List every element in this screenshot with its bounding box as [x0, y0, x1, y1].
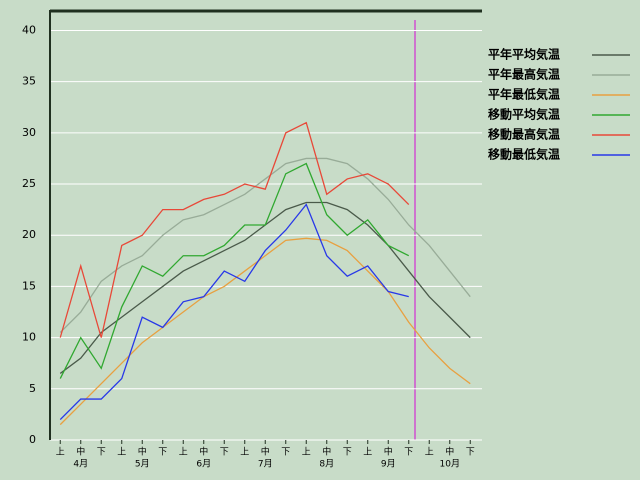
x-tick-label: 中 [138, 446, 147, 458]
legend-label: 平年最高気温 [488, 67, 560, 82]
x-tick-label: 下 [466, 448, 475, 458]
x-tick-label: 中 [322, 446, 331, 458]
x-tick-label: 中 [384, 446, 393, 458]
x-tick-label: 中 [445, 446, 454, 458]
x-tick-label: 下 [220, 448, 229, 458]
y-tick-label: 0 [29, 433, 36, 446]
legend-label: 平年平均気温 [488, 47, 560, 62]
legend-label: 移動最低気温 [488, 147, 560, 162]
y-tick-label: 25 [22, 177, 36, 190]
month-label: 8月 [319, 459, 334, 470]
series-line [59, 203, 409, 420]
x-tick-label: 中 [76, 446, 85, 458]
month-label: 6月 [196, 459, 211, 470]
month-label: 5月 [135, 459, 150, 470]
x-tick-label: 上 [56, 447, 65, 458]
x-tick-label: 下 [97, 448, 106, 458]
series-line [59, 201, 471, 374]
month-label: 7月 [258, 459, 273, 470]
y-tick-label: 20 [22, 228, 36, 241]
y-tick-label: 10 [22, 331, 36, 344]
x-tick-label: 上 [425, 447, 434, 458]
x-tick-label: 下 [158, 448, 167, 458]
y-tick-label: 30 [22, 126, 36, 139]
x-tick-label: 上 [240, 447, 249, 458]
x-tick-label: 下 [404, 448, 413, 458]
x-tick-label: 中 [261, 446, 270, 458]
legend-label: 平年最低気温 [488, 87, 560, 102]
x-tick-label: 下 [343, 448, 352, 458]
x-tick-label: 中 [199, 446, 208, 458]
series-line [59, 121, 410, 338]
month-label: 4月 [73, 459, 88, 470]
x-tick-label: 上 [363, 447, 372, 458]
month-label: 9月 [381, 459, 396, 470]
series-line [59, 157, 471, 333]
y-tick-label: 15 [22, 279, 36, 292]
x-tick-label: 上 [302, 447, 311, 458]
series-line [59, 162, 410, 379]
legend-label: 移動最高気温 [488, 127, 560, 142]
x-tick-label: 下 [281, 448, 290, 458]
x-tick-label: 上 [117, 447, 126, 458]
legend-label: 移動平均気温 [488, 107, 560, 122]
y-tick-label: 35 [22, 75, 36, 88]
y-tick-label: 5 [29, 382, 36, 395]
y-tick-label: 40 [22, 23, 36, 36]
month-label: 10月 [440, 459, 460, 470]
x-tick-label: 上 [179, 447, 188, 458]
